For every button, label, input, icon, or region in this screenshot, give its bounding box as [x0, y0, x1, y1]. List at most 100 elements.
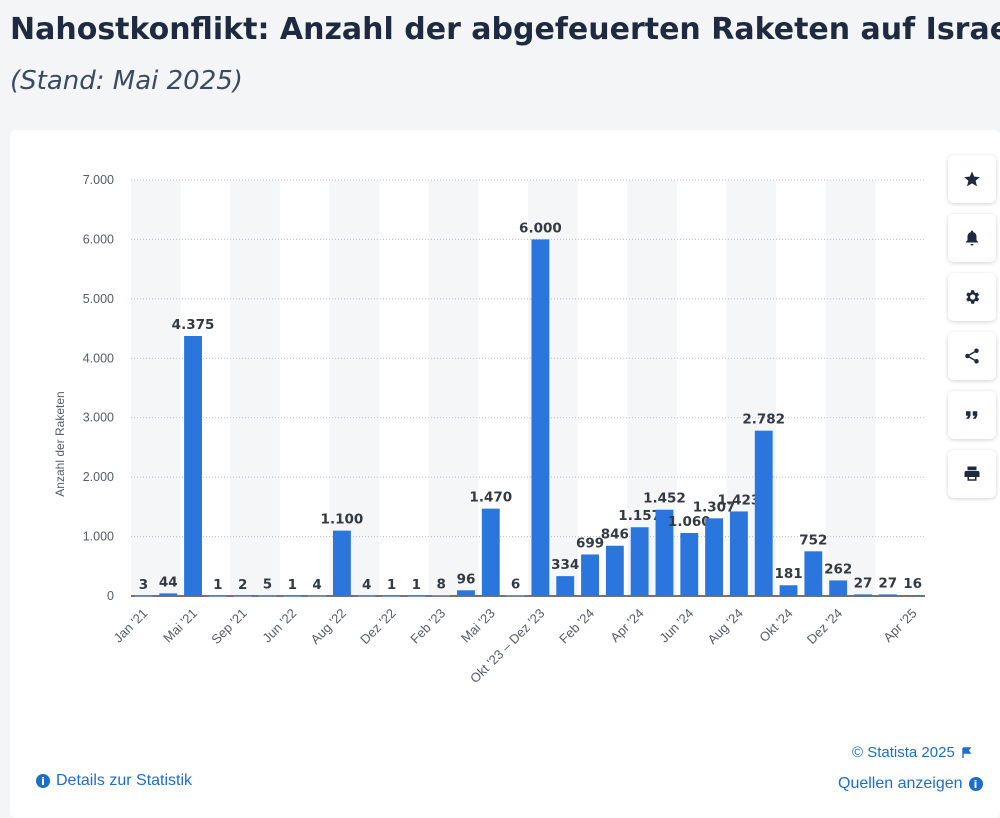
data-label: 1.307 [693, 499, 736, 515]
data-label: 334 [551, 557, 579, 573]
bar[interactable] [208, 595, 227, 597]
page-subtitle: (Stand: Mai 2025) [10, 66, 243, 96]
y-tick-label: 0 [107, 589, 114, 603]
bar[interactable] [581, 554, 599, 596]
bar[interactable] [804, 551, 823, 596]
bar[interactable] [457, 590, 475, 596]
bar[interactable] [854, 594, 872, 596]
x-tick-label: Jun '24 [656, 606, 696, 646]
bar[interactable] [556, 576, 575, 596]
data-label: 846 [601, 527, 629, 543]
data-label: 181 [774, 566, 802, 582]
x-tick-label: Mai '21 [160, 606, 200, 646]
bar[interactable] [134, 595, 153, 597]
x-tick-label: Sep '21 [208, 606, 249, 647]
share-icon [965, 348, 979, 364]
data-label: 4.375 [172, 317, 215, 333]
bar[interactable] [332, 530, 351, 596]
x-tick-label: Feb '23 [407, 606, 448, 647]
bar[interactable] [233, 595, 252, 597]
bar[interactable] [506, 595, 525, 597]
bar[interactable] [605, 545, 624, 596]
bar[interactable] [159, 593, 178, 596]
x-tick-label: Mai '23 [458, 606, 498, 646]
settings-button[interactable] [948, 273, 996, 321]
data-label: 699 [576, 535, 604, 551]
favorite-button[interactable] [948, 155, 996, 203]
bar[interactable] [481, 508, 500, 596]
x-tick-label: Dez '22 [357, 606, 398, 647]
y-tick-label: 5.000 [83, 292, 114, 306]
data-label: 1 [387, 577, 396, 593]
data-label: 4 [312, 577, 321, 593]
bar[interactable] [903, 595, 922, 596]
info-icon: i [968, 777, 983, 791]
bar[interactable] [283, 595, 302, 597]
data-label: 1.100 [321, 512, 364, 528]
bar[interactable] [829, 580, 848, 596]
print-button[interactable] [948, 450, 996, 498]
x-tick-label: Dez '24 [804, 606, 845, 647]
bar[interactable] [258, 595, 277, 597]
background-band [825, 180, 876, 596]
data-label: 8 [436, 577, 445, 593]
bar[interactable] [878, 594, 897, 596]
data-label: 752 [799, 532, 827, 548]
x-tick-label: Apr '25 [880, 606, 919, 645]
sources-label: Quellen anzeigen [838, 775, 963, 792]
bar[interactable] [680, 533, 699, 596]
share-button[interactable] [948, 332, 996, 380]
bar[interactable] [308, 595, 327, 597]
background-band [428, 180, 479, 596]
star-icon [964, 171, 980, 187]
y-tick-label: 1.000 [83, 530, 114, 544]
x-tick-label: Jun '22 [259, 606, 299, 646]
data-label: 4 [362, 577, 371, 593]
y-tick-label: 3.000 [83, 411, 114, 425]
data-label: 1 [213, 577, 222, 593]
bar[interactable] [705, 518, 724, 596]
bar[interactable] [184, 336, 202, 596]
data-label: 1.470 [469, 490, 512, 506]
copyright[interactable]: © Statista 2025 [852, 744, 973, 761]
data-label: 27 [878, 575, 897, 591]
x-tick-label: Jan '21 [111, 606, 151, 646]
cite-button[interactable] [948, 391, 996, 439]
chart-card: 0 1.000 2.000 3.000 4.000 5.000 6.000 7.000 Anza… [10, 130, 1000, 818]
flag-icon [962, 746, 972, 758]
data-label: 1.423 [718, 492, 761, 508]
sources-link[interactable]: Quellen anzeigen i [838, 775, 983, 793]
data-label: 2.782 [742, 412, 785, 428]
data-label: 44 [159, 574, 178, 590]
data-label: 2 [238, 577, 247, 593]
data-label: 6.000 [519, 220, 562, 236]
details-link[interactable]: i Details zur Statistik [36, 772, 192, 790]
bar[interactable] [754, 430, 773, 596]
bar[interactable] [407, 595, 426, 597]
data-label: 16 [903, 576, 922, 592]
bar[interactable] [432, 595, 451, 597]
bar[interactable] [655, 509, 674, 596]
notification-button[interactable] [948, 214, 996, 262]
y-axis-label: Anzahl der Raketen [53, 391, 67, 496]
bar[interactable] [630, 527, 649, 596]
bar[interactable] [357, 595, 376, 597]
data-label: 1.060 [668, 514, 711, 530]
x-tick-label: Aug '22 [308, 606, 349, 647]
print-icon [964, 466, 980, 481]
bell-icon [966, 230, 978, 246]
data-label: 262 [824, 561, 852, 577]
x-tick-label: Feb '24 [556, 606, 597, 647]
info-icon: i [36, 774, 50, 788]
data-label: 1.157 [618, 508, 661, 524]
y-tick-label: 6.000 [83, 232, 114, 246]
bar[interactable] [531, 239, 550, 596]
data-label: 5 [263, 577, 272, 593]
bar[interactable] [729, 511, 748, 596]
x-tick-label: Apr '24 [607, 606, 646, 645]
y-tick-label: 7.000 [83, 173, 114, 187]
bar[interactable] [382, 595, 401, 597]
y-tick-label: 2.000 [83, 470, 114, 484]
bar[interactable] [779, 585, 798, 596]
data-label: 1 [412, 577, 421, 593]
